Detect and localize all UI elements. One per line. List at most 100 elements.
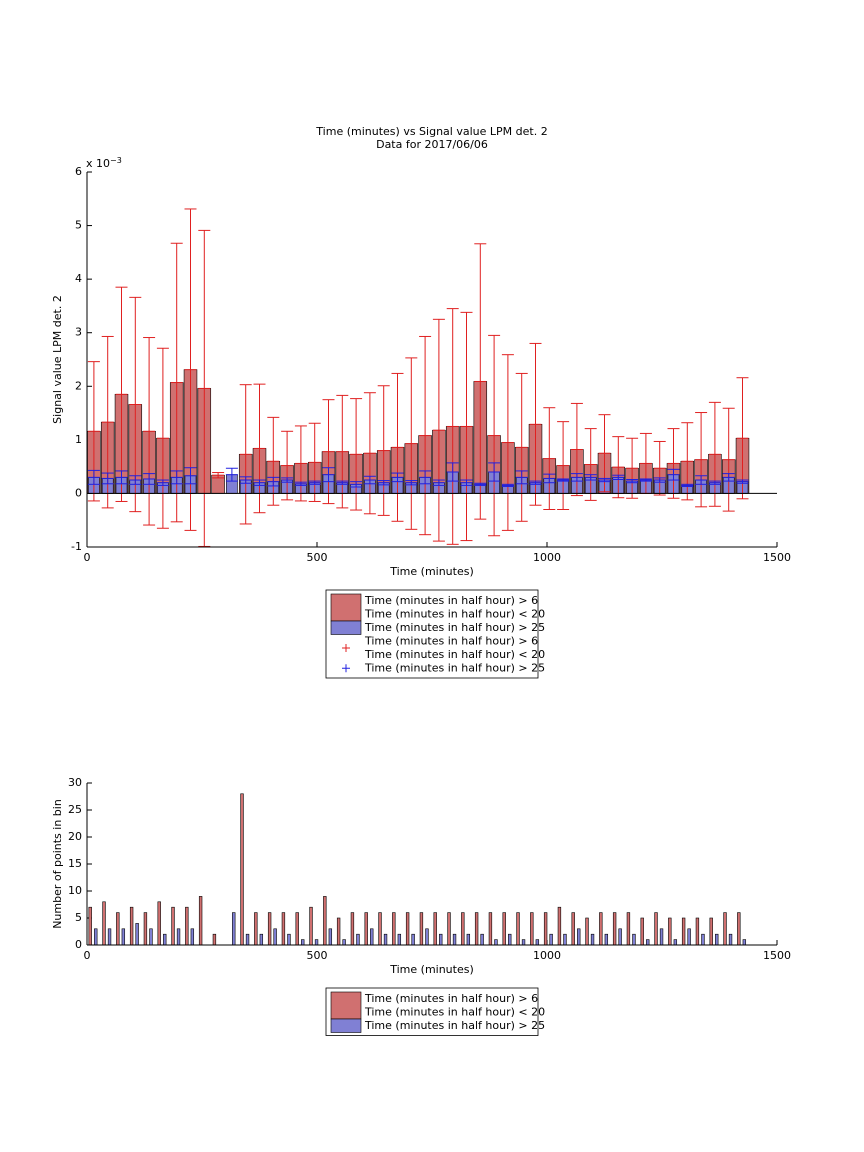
error-bar [170, 470, 183, 485]
legend-box [325, 589, 539, 679]
bar [336, 917, 341, 946]
bar [425, 928, 429, 946]
bar [323, 896, 327, 946]
error-bar [377, 480, 390, 486]
error-bar [543, 407, 556, 510]
bar [508, 933, 512, 946]
error-bar [639, 478, 652, 482]
error-bar [87, 469, 100, 485]
error-bar [239, 384, 252, 525]
bar [163, 933, 167, 946]
bar [626, 912, 631, 946]
bar [143, 912, 148, 946]
bar [709, 917, 713, 946]
bar [171, 906, 175, 946]
error-bar [281, 430, 294, 501]
bar [604, 933, 609, 946]
error-bar [281, 477, 294, 483]
bar [287, 933, 291, 946]
error-bar [488, 462, 501, 482]
error-bar [515, 372, 528, 522]
x-tick-label: 1500 [763, 949, 791, 962]
error-bar [736, 479, 749, 484]
error-bar [350, 398, 363, 511]
y-tick-label: 6 [75, 165, 82, 178]
bar [116, 912, 120, 946]
bar [488, 912, 493, 946]
bar [135, 923, 139, 946]
error-bar [501, 354, 514, 531]
y-tick-label: 25 [68, 803, 82, 816]
y-tick-label: 5 [75, 911, 82, 924]
bar [157, 901, 161, 946]
error-bar [557, 421, 570, 510]
error-bar [543, 473, 556, 484]
error-bar [667, 428, 680, 499]
legend-swatch [330, 1018, 362, 1033]
error-bar [391, 372, 404, 522]
error-bar [446, 462, 459, 482]
legend-label: Time (minutes in half hour) > 25 [364, 1019, 545, 1032]
bar [259, 933, 264, 946]
bar [590, 933, 595, 946]
bar [577, 928, 581, 946]
y-axis-label: Signal value LPM det. 2 [51, 295, 64, 424]
error-bar [322, 399, 335, 505]
error-bar [722, 473, 735, 482]
legend-swatch [330, 991, 362, 1020]
bar [452, 933, 457, 946]
error-bar [460, 311, 473, 542]
error-bar [708, 480, 721, 485]
bar [232, 912, 236, 946]
bar [681, 917, 686, 946]
bar [190, 928, 195, 946]
error-bar [474, 482, 487, 486]
error-bar [681, 483, 694, 487]
error-bar [708, 401, 721, 507]
error-bar [432, 318, 445, 542]
x-tick-label: 0 [84, 551, 91, 564]
bar [447, 912, 451, 946]
bar [618, 928, 622, 946]
bar [433, 912, 437, 946]
bar [149, 928, 153, 946]
legend-box [325, 987, 539, 1036]
bar [121, 928, 126, 946]
bar [198, 896, 203, 946]
error-bar [612, 474, 625, 480]
error-bar [529, 342, 542, 506]
bar [129, 906, 134, 946]
bar [102, 901, 106, 946]
error-bar [294, 425, 307, 502]
error-bar [474, 243, 487, 520]
bar [571, 912, 575, 946]
bar [405, 912, 410, 946]
bar [107, 928, 112, 946]
error-bar [598, 477, 611, 483]
legend-label: Time (minutes in half hour) < 20 [364, 1005, 545, 1018]
bar [530, 912, 534, 946]
y-tick-label: 4 [75, 272, 82, 285]
legend-swatch [330, 593, 362, 622]
error-bar [667, 468, 680, 481]
bar [715, 933, 719, 946]
bar [240, 793, 244, 946]
error-bar [336, 394, 349, 509]
x-tick-label: 1000 [533, 949, 561, 962]
bar [646, 939, 650, 946]
error-bar [736, 377, 749, 500]
bar [439, 933, 443, 946]
error-bar [681, 422, 694, 501]
bar [723, 912, 727, 946]
error-bar [225, 467, 238, 482]
bar [281, 912, 286, 946]
error-bar [239, 476, 252, 484]
error-bar [557, 478, 570, 482]
bar [668, 917, 672, 946]
y-tick-label: 3 [75, 326, 82, 339]
bar [314, 939, 319, 946]
legend-label: Time (minutes in half hour) > 6 [364, 634, 538, 647]
chart-title: Time (minutes) vs Signal value LPM det. … [315, 125, 547, 138]
legend-label: Time (minutes in half hour) > 6 [364, 594, 538, 607]
